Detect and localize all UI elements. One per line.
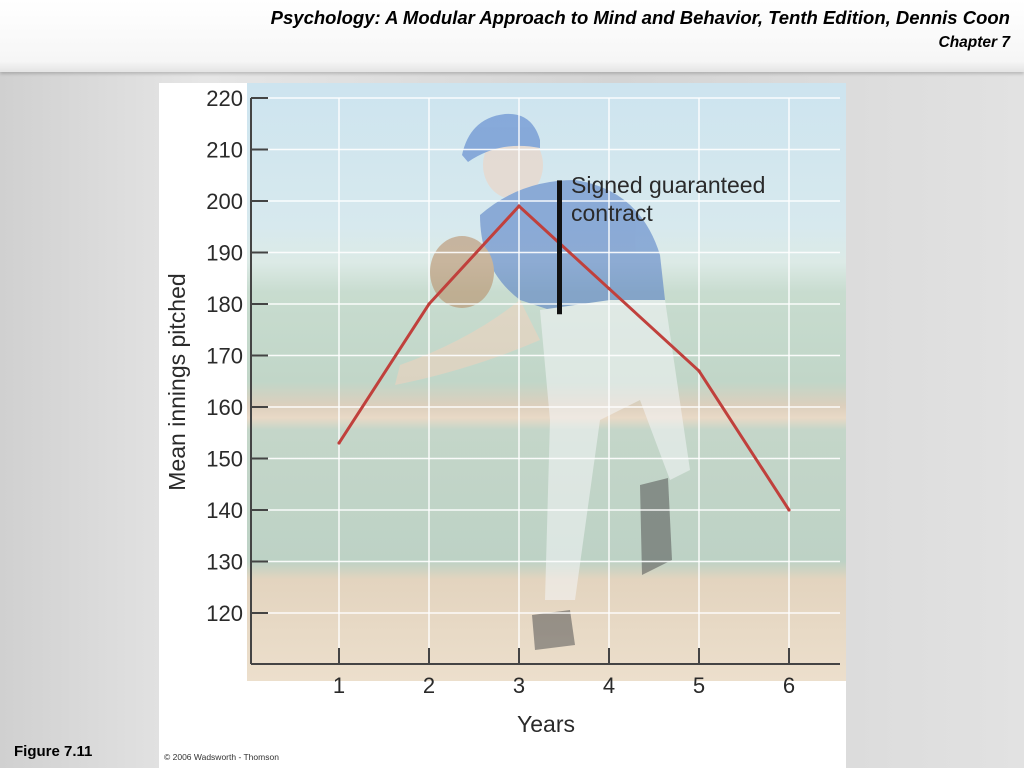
slide-header: Psychology: A Modular Approach to Mind a… — [0, 0, 1024, 72]
series-line-0 — [337, 204, 791, 511]
y-tick-label-200: 200 — [206, 189, 243, 214]
y-tick-label-180: 180 — [206, 292, 243, 317]
y-tick-label-170: 170 — [206, 344, 243, 369]
axes — [250, 97, 840, 665]
y-tick-label-210: 210 — [206, 138, 243, 163]
data-point-3 — [517, 204, 521, 208]
y-tick-label-120: 120 — [206, 601, 243, 626]
y-tick-label-160: 160 — [206, 395, 243, 420]
y-tick-label-190: 190 — [206, 241, 243, 266]
x-tick-label-1: 1 — [333, 673, 345, 698]
gridlines — [251, 97, 840, 664]
y-tick-label-150: 150 — [206, 447, 243, 472]
data-point-2 — [427, 302, 431, 306]
figure-label: Figure 7.11 — [14, 743, 93, 760]
annotation-line-2: contract — [571, 200, 653, 226]
y-tick-label-220: 220 — [206, 86, 243, 111]
x-tick-label-3: 3 — [513, 673, 525, 698]
y-tick-label-140: 140 — [206, 498, 243, 523]
data-point-5 — [697, 369, 701, 373]
data-series — [337, 204, 791, 512]
pitcher-illustration — [395, 113, 690, 650]
y-axis-label: Mean innings pitched — [164, 273, 190, 490]
data-point-4 — [607, 286, 611, 291]
data-point-1 — [337, 441, 341, 445]
chapter-label: Chapter 7 — [938, 34, 1011, 51]
x-tick-label-5: 5 — [693, 673, 705, 698]
x-tick-label-2: 2 — [423, 673, 435, 698]
y-tick-labels: 120 130 140 150 160 170 180 190 200 210 220 — [206, 86, 243, 626]
annotation-line-1: Signed guaranteed — [571, 172, 765, 198]
x-tick-label-4: 4 — [603, 673, 615, 698]
x-axis-label: Years — [517, 711, 575, 737]
data-point-6 — [787, 508, 791, 512]
x-tick-labels: 1 2 3 4 5 6 — [333, 673, 795, 698]
book-title: Psychology: A Modular Approach to Mind a… — [270, 7, 1010, 28]
copyright-notice: © 2006 Wadsworth - Thomson — [164, 752, 279, 762]
y-tick-label-130: 130 — [206, 550, 243, 575]
x-tick-label-6: 6 — [783, 673, 795, 698]
